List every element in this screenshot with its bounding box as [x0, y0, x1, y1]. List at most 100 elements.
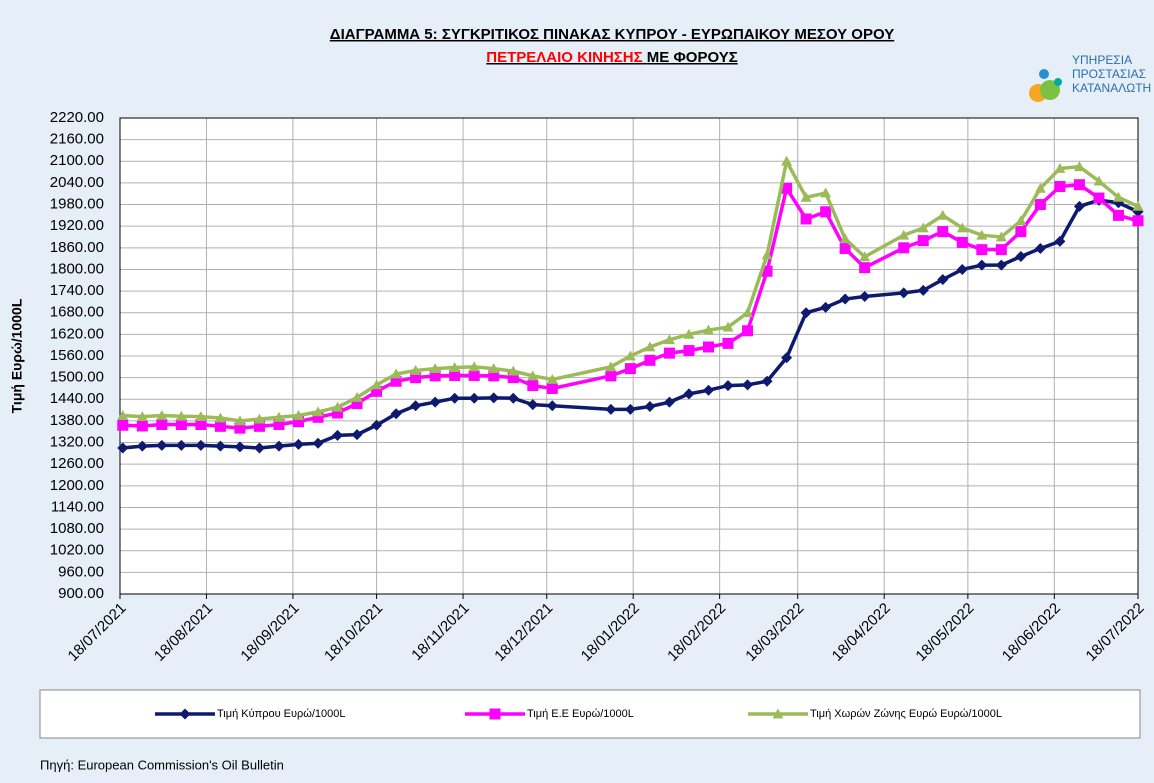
marker: [1015, 250, 1027, 262]
marker: [117, 419, 129, 431]
marker: [742, 307, 754, 318]
series-line: [122, 156, 1139, 423]
marker: [175, 419, 187, 431]
marker: [820, 301, 832, 313]
y-tick-label: 1020.00: [50, 542, 104, 559]
marker: [605, 361, 617, 372]
marker: [253, 442, 265, 454]
marker: [742, 325, 754, 337]
marker: [898, 229, 910, 240]
marker: [976, 229, 988, 240]
marker: [1132, 200, 1144, 211]
y-tick-label: 1380.00: [50, 412, 104, 429]
marker: [683, 328, 695, 339]
marker: [839, 243, 851, 255]
marker: [1112, 191, 1124, 202]
marker: [956, 236, 968, 248]
marker: [859, 291, 871, 302]
source-note: Πηγή: European Commission's Oil Bulletin: [40, 757, 284, 772]
marker: [156, 439, 168, 451]
marker: [488, 370, 500, 382]
marker: [156, 410, 168, 420]
marker: [761, 375, 773, 387]
marker: [117, 410, 129, 420]
marker: [663, 396, 675, 408]
y-tick-label: 1800.00: [50, 260, 104, 277]
logo-text: ΥΠΗΡΕΣΙΑ: [1072, 53, 1132, 67]
marker: [937, 274, 949, 286]
marker: [624, 363, 636, 375]
marker: [761, 249, 773, 260]
marker: [976, 244, 988, 256]
marker: [136, 411, 148, 421]
marker: [976, 259, 988, 271]
legend-marker: [772, 708, 784, 719]
marker: [488, 363, 500, 374]
marker: [429, 396, 441, 408]
legend-marker: [179, 708, 191, 720]
legend-marker: [489, 708, 501, 720]
marker: [546, 382, 558, 394]
marker: [546, 400, 558, 412]
marker: [312, 437, 324, 449]
marker: [527, 370, 539, 381]
marker: [742, 379, 754, 391]
marker: [312, 406, 324, 417]
marker: [644, 400, 656, 412]
marker: [273, 440, 285, 452]
marker: [839, 233, 851, 244]
y-tick-label: 1200.00: [50, 477, 104, 494]
marker: [937, 226, 949, 238]
marker: [273, 411, 285, 422]
marker: [410, 372, 422, 384]
marker: [234, 415, 246, 426]
y-tick-label: 1500.00: [50, 369, 104, 386]
y-tick-label: 1140.00: [51, 498, 104, 515]
marker: [332, 401, 344, 412]
marker: [1034, 243, 1046, 255]
logo-dot: [1039, 69, 1049, 79]
chart-title: ΔΙΑΓΡΑΜΜΑ 5: ΣΥΓΚΡΙΤΙΚΟΣ ΠΙΝΑΚΑΣ ΚΥΠΡΟΥ …: [330, 26, 894, 43]
marker: [722, 321, 734, 332]
marker: [995, 259, 1007, 271]
marker: [175, 410, 187, 421]
marker: [449, 392, 461, 404]
y-tick-label: 1980.00: [50, 196, 104, 213]
marker: [292, 410, 304, 420]
marker: [624, 403, 636, 415]
marker: [234, 441, 246, 453]
marker: [468, 392, 480, 404]
y-tick-label: 1260.00: [50, 455, 104, 472]
marker: [234, 422, 246, 434]
y-axis-label: Τιμή Ευρώ/1000L: [9, 298, 25, 413]
marker: [1034, 182, 1046, 193]
marker: [429, 363, 441, 374]
marker: [644, 354, 656, 366]
legend-label: Τιμή Κύπρου Ευρώ/1000L: [217, 708, 346, 720]
legend: [39, 689, 1141, 739]
y-tick-label: 1920.00: [50, 217, 104, 234]
marker: [214, 420, 226, 432]
marker: [371, 419, 383, 431]
marker: [527, 399, 539, 411]
marker: [839, 293, 851, 305]
marker: [898, 242, 910, 254]
marker: [332, 429, 344, 441]
marker: [468, 369, 480, 381]
marker: [820, 206, 832, 218]
marker: [781, 155, 793, 166]
marker: [624, 350, 636, 361]
marker: [1015, 215, 1027, 226]
subtitle-part: ΜΕ ΦΟΡΟΥΣ: [647, 49, 738, 66]
marker: [1132, 215, 1144, 227]
marker: [253, 420, 265, 432]
marker: [1034, 199, 1046, 211]
y-tick-label: 2100.00: [50, 152, 104, 169]
y-tick-label: 1620.00: [50, 325, 104, 342]
marker: [390, 408, 402, 420]
marker: [956, 222, 968, 233]
marker: [507, 392, 519, 404]
marker: [683, 388, 695, 400]
marker: [488, 392, 500, 404]
